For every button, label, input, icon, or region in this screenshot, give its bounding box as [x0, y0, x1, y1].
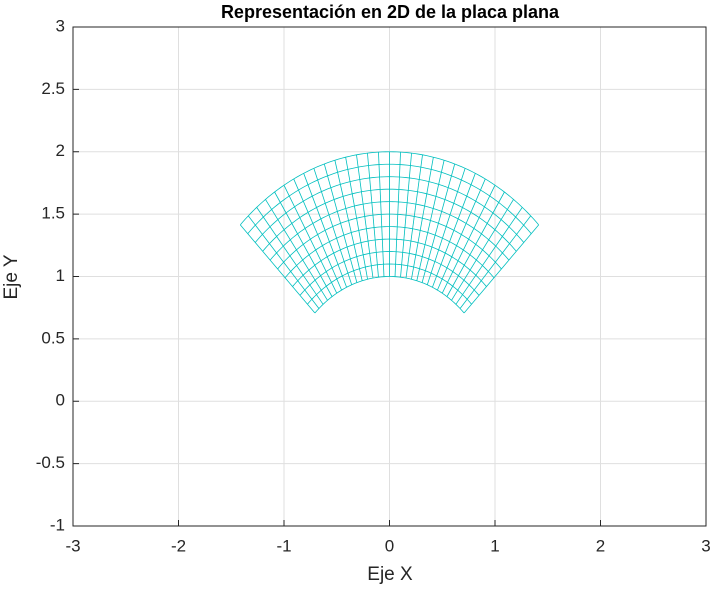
x-tick-label: -3	[65, 536, 80, 555]
y-tick-label: 2	[56, 141, 65, 160]
y-tick-label: 2.5	[41, 79, 65, 98]
arc-line	[262, 188, 517, 252]
y-tick-label: 0.5	[41, 328, 65, 347]
x-axis-label: Eje X	[367, 564, 413, 585]
arc-line	[307, 263, 472, 305]
arc-line	[292, 238, 487, 287]
y-tick-label: 0	[56, 391, 65, 410]
radial-line	[239, 224, 316, 314]
chart-title: Representación en 2D de la placa plana	[221, 2, 560, 22]
x-tick-label: 3	[701, 536, 710, 555]
x-tick-label: 2	[596, 536, 605, 555]
y-tick-label: 1	[56, 266, 65, 285]
arc-line	[247, 163, 532, 234]
x-tick-label: -1	[276, 536, 291, 555]
axes-box	[72, 26, 707, 527]
y-tick-label: 3	[56, 16, 65, 35]
y-axis-label: Eje Y	[1, 254, 22, 299]
arc-line	[284, 226, 495, 279]
arc-line	[254, 176, 525, 243]
arc-line	[277, 213, 502, 270]
arc-line	[239, 151, 540, 226]
x-tick-label: 1	[490, 536, 499, 555]
x-tick-label: -2	[171, 536, 186, 555]
x-tick-label: 0	[385, 536, 394, 555]
arc-line	[269, 201, 510, 261]
arc-line	[299, 251, 480, 296]
y-tick-label: -0.5	[36, 453, 65, 472]
y-tick-label: -1	[50, 515, 65, 534]
arc-line	[314, 276, 465, 314]
y-tick-label: 1.5	[41, 204, 65, 223]
radial-line	[463, 224, 540, 314]
